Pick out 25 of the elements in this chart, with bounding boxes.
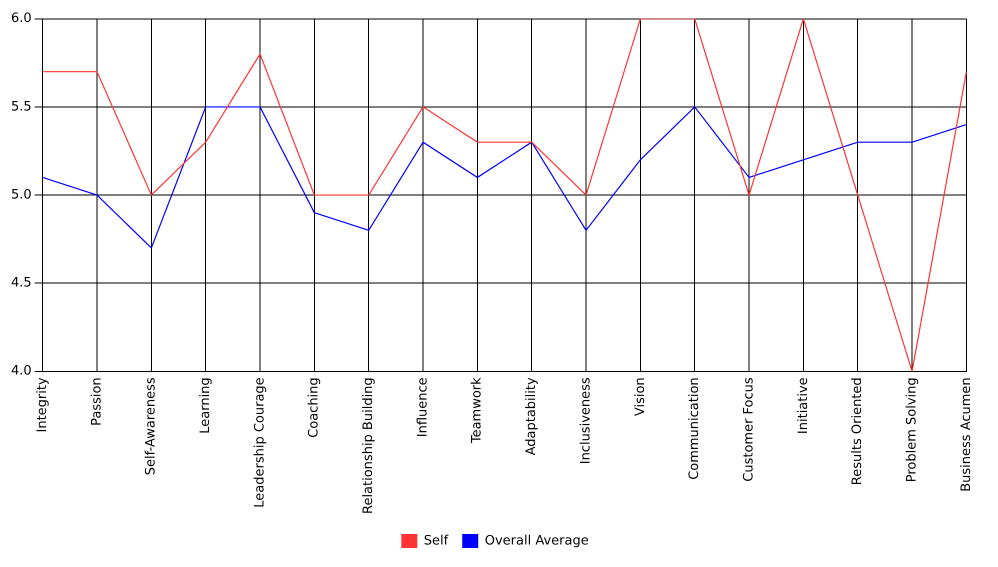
x-tick-label: Adaptability: [524, 377, 540, 456]
x-tick-label: Coaching: [306, 377, 322, 438]
x-tick-label: Integrity: [35, 377, 50, 432]
y-tick-label: 4.5: [10, 276, 32, 291]
x-tick-label: Customer Focus: [741, 377, 756, 482]
x-tick-label: Results Oriented: [850, 377, 866, 486]
y-tick-label: 4.0: [10, 364, 32, 379]
x-tick-label: Inclusiveness: [578, 377, 594, 464]
x-tick-label: Teamwork: [470, 376, 485, 444]
x-tick-label: Learning: [198, 377, 214, 434]
x-tick-label: Business Acumen: [958, 377, 974, 492]
x-tick-label: Leadership Courage: [252, 377, 268, 508]
x-tick-label: Vision: [632, 377, 648, 416]
x-tick-label: Influence: [415, 377, 430, 438]
y-tick-label: 5.5: [10, 99, 32, 114]
legend-label: Self: [424, 533, 449, 548]
x-tick-label: Problem Solving: [904, 377, 920, 482]
x-tick-label: Initiative: [796, 377, 811, 434]
x-tick-label: Self-Awareness: [144, 377, 159, 476]
x-tick-label: Relationship Building: [361, 377, 376, 514]
legend-label: Overall Average: [484, 533, 589, 548]
y-tick-label: 6.0: [10, 11, 32, 26]
y-tick-label: 5.0: [10, 187, 32, 202]
x-tick-label: Communication: [687, 377, 702, 480]
x-tick-label: Passion: [89, 377, 104, 426]
